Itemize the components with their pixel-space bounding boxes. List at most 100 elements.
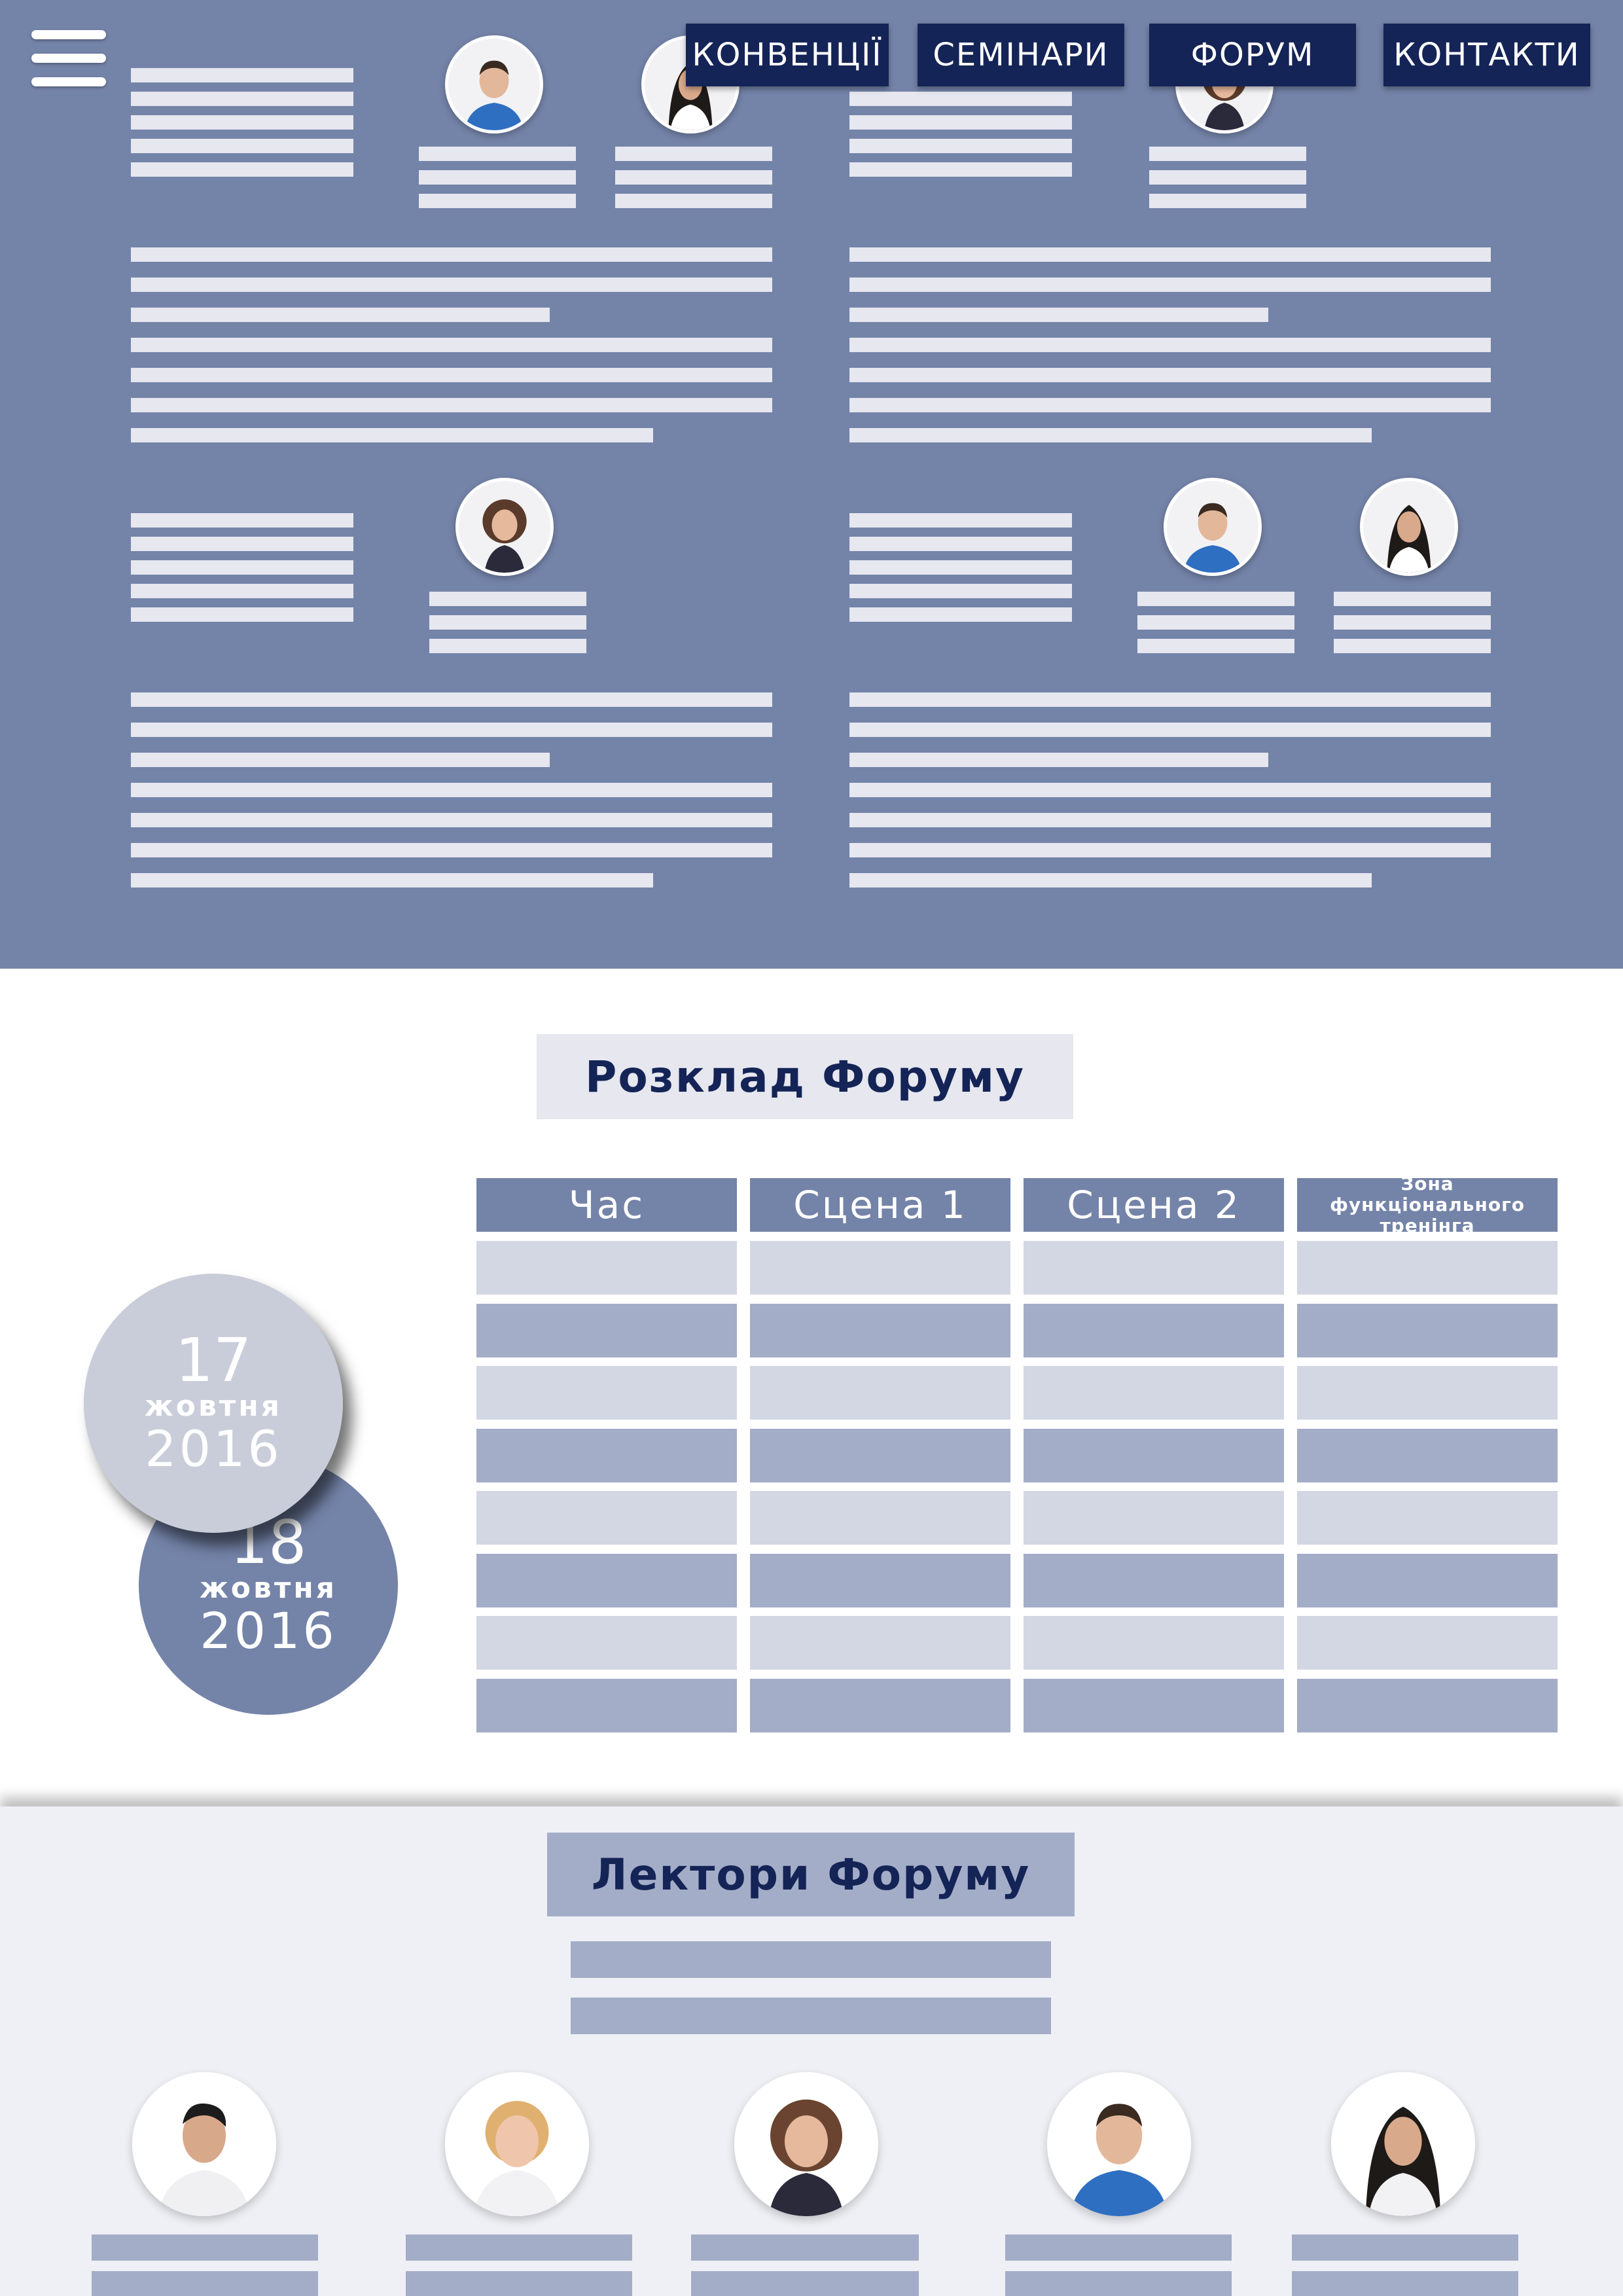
text-placeholder [849,338,1491,352]
text-placeholder [131,428,653,442]
speakers-preview-section: КОНВЕНЦІЇ СЕМІНАРИ ФОРУМ КОНТАКТИ [0,0,1623,969]
lecturer-avatar[interactable] [1331,2072,1475,2216]
table-cell [750,1241,1010,1295]
lecturer-avatar[interactable] [734,2072,878,2216]
table-cell [1024,1366,1284,1420]
table-cell [476,1491,737,1545]
lecturer-name-placeholder [406,2271,632,2296]
table-cell [1297,1491,1558,1545]
table-cell [1297,1241,1558,1295]
lecturer-avatar[interactable] [445,2072,589,2216]
text-placeholder [131,162,353,177]
name-placeholder [1137,592,1294,606]
table-cell [476,1241,737,1295]
lecturer-name-placeholder [1005,2271,1232,2296]
text-placeholder [131,139,353,153]
text-placeholder [131,247,772,262]
speaker-avatar[interactable] [445,35,543,134]
lecturers-section: Лектори Форуму [0,1806,1623,2296]
name-placeholder [419,147,576,161]
text-placeholder [849,278,1491,292]
name-placeholder [615,194,772,208]
table-cell [1297,1616,1558,1670]
text-placeholder [131,560,353,575]
nav-contacts-button[interactable]: КОНТАКТИ [1383,24,1590,86]
lecturer-name-placeholder [92,2234,318,2261]
text-placeholder [849,513,1072,528]
lecturer-name-placeholder [691,2271,919,2296]
text-placeholder [131,584,353,598]
text-placeholder [849,813,1491,827]
date-year: 2016 [200,1602,337,1660]
table-cell [1024,1241,1284,1295]
name-placeholder [1149,170,1306,185]
text-placeholder [131,607,353,622]
person-man-doctor-icon [132,2072,276,2216]
text-placeholder [131,398,772,412]
name-placeholder [1137,615,1294,630]
date-day: 17 [175,1325,252,1395]
lecturer-name-placeholder [406,2234,632,2261]
text-placeholder [131,68,353,82]
hamburger-menu-icon[interactable] [31,29,106,88]
name-placeholder [615,170,772,185]
nav-forum-button[interactable]: ФОРУМ [1149,24,1356,86]
speaker-avatar[interactable] [455,478,554,576]
table-cell [750,1429,1010,1482]
person-woman-dark-hair-icon [1363,481,1455,573]
table-cell [476,1304,737,1357]
name-placeholder [419,170,576,185]
speaker-avatar[interactable] [1360,478,1458,576]
table-cell [476,1554,737,1607]
subtitle-placeholder [571,1998,1051,2034]
date-year: 2016 [145,1420,282,1478]
speaker-avatar[interactable] [1164,478,1262,576]
table-cell [1024,1491,1284,1545]
nav-conventions-button[interactable]: КОНВЕНЦІЇ [686,24,889,86]
table-cell [1297,1429,1558,1482]
table-cell [750,1366,1010,1420]
subtitle-placeholder [571,1941,1051,1978]
text-placeholder [131,308,550,322]
text-placeholder [131,813,772,827]
text-placeholder [849,398,1491,412]
person-woman-curly-hair-icon [734,2072,878,2216]
name-placeholder [429,592,586,606]
column-header-time: Час [476,1178,737,1232]
table-cell [1024,1554,1284,1607]
table-cell [1024,1429,1284,1482]
name-placeholder [1334,615,1491,630]
table-cell [476,1366,737,1420]
person-woman-blonde-icon [445,2072,589,2216]
text-placeholder [849,607,1072,622]
text-placeholder [849,537,1072,551]
lecturer-avatar[interactable] [132,2072,276,2216]
text-placeholder [131,278,772,292]
text-placeholder [849,115,1072,130]
table-cell [750,1679,1010,1732]
text-placeholder [131,92,353,106]
text-placeholder [849,783,1491,797]
name-placeholder [1137,639,1294,653]
person-man-blue-icon [1167,481,1258,573]
text-placeholder [131,723,772,737]
lecturer-name-placeholder [1005,2234,1232,2261]
text-placeholder [131,783,772,797]
text-placeholder [849,873,1372,888]
lecturer-name-placeholder [1292,2234,1518,2261]
text-placeholder [849,308,1268,322]
table-cell [476,1679,737,1732]
text-placeholder [131,692,772,707]
name-placeholder [429,615,586,630]
column-header-training-zone: Зона функціонального тренінга [1297,1174,1558,1236]
nav-seminars-button[interactable]: СЕМІНАРИ [918,24,1124,86]
person-man-blue-icon [448,39,540,130]
table-cell [750,1554,1010,1607]
text-placeholder [849,584,1072,598]
text-placeholder [849,139,1072,153]
table-cell [1297,1679,1558,1732]
lecturer-avatar[interactable] [1047,2072,1191,2216]
text-placeholder [131,843,772,857]
date-tab-17[interactable]: 17 жовтня 2016 [84,1274,343,1533]
name-placeholder [1149,147,1306,161]
